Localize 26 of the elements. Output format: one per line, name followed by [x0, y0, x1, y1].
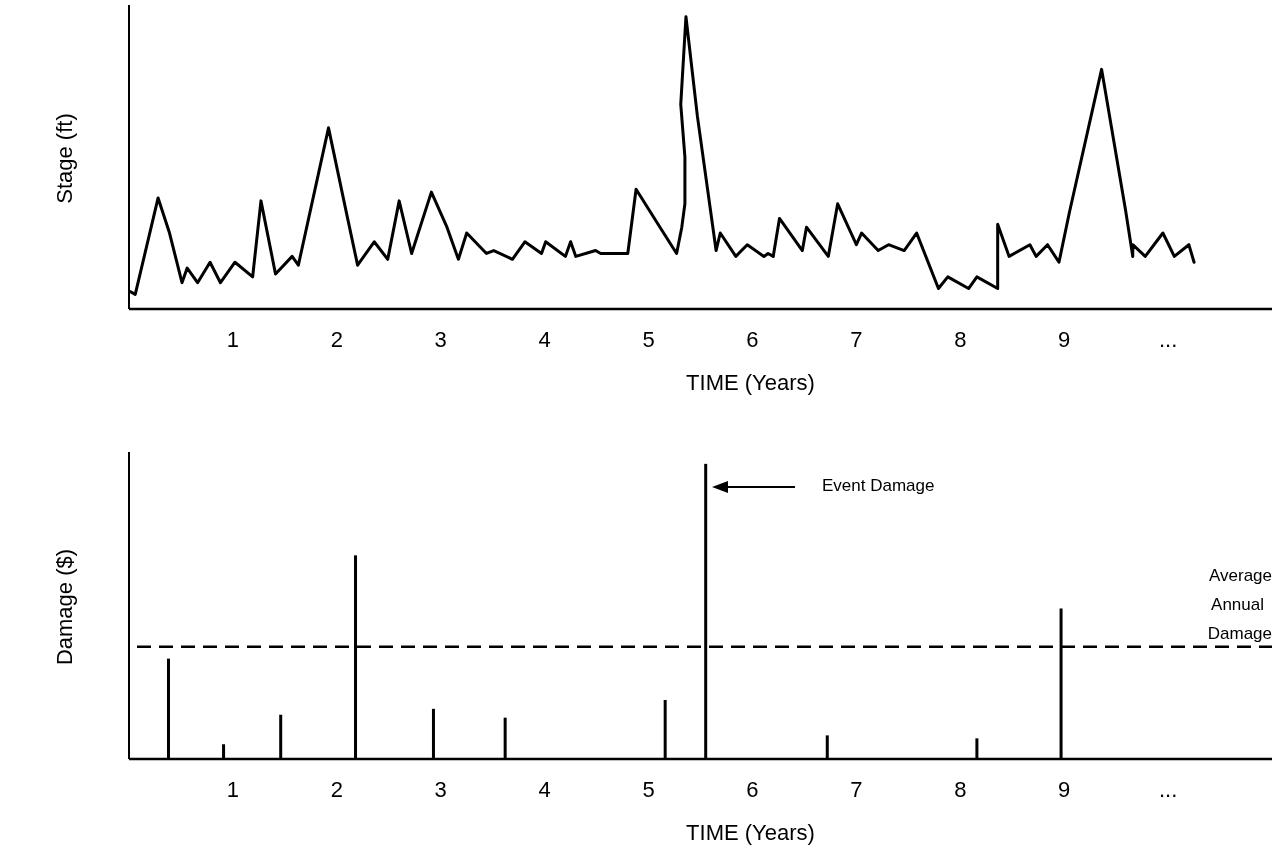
x-tick-label: ... [1158, 777, 1178, 802]
x-tick-label: 3 [434, 777, 447, 802]
x-tick-label: 5 [642, 327, 655, 352]
x-tick-label: 2 [330, 777, 343, 802]
x-tick-label: ... [1158, 327, 1178, 352]
x-tick-label: 5 [642, 777, 655, 802]
x-tick-label: 6 [746, 327, 759, 352]
y-axis-title: Stage (ft) [52, 113, 77, 204]
x-tick-label: 8 [954, 327, 967, 352]
x-tick-label: 6 [746, 777, 759, 802]
ref-line-label: Average Annual Damage [1207, 565, 1272, 643]
x-tick-label: 9 [1058, 777, 1071, 802]
x-tick-label: 1 [226, 777, 240, 802]
x-tick-label: 3 [434, 327, 447, 352]
x-axis-title: TIME (Years) [686, 370, 815, 395]
x-tick-label: 4 [538, 777, 551, 802]
x-tick-label: 7 [850, 777, 863, 802]
y-axis-title: Damage ($) [52, 548, 77, 666]
x-tick-label: 9 [1058, 327, 1071, 352]
x-tick-label: 4 [538, 327, 551, 352]
annotation: Event Damage [822, 476, 935, 496]
x-tick-label: 1 [226, 327, 240, 352]
x-tick-label: 7 [850, 327, 863, 352]
x-tick-label: 2 [330, 327, 343, 352]
x-axis-title: TIME (Years) [686, 820, 815, 845]
x-tick-label: 8 [954, 777, 967, 802]
